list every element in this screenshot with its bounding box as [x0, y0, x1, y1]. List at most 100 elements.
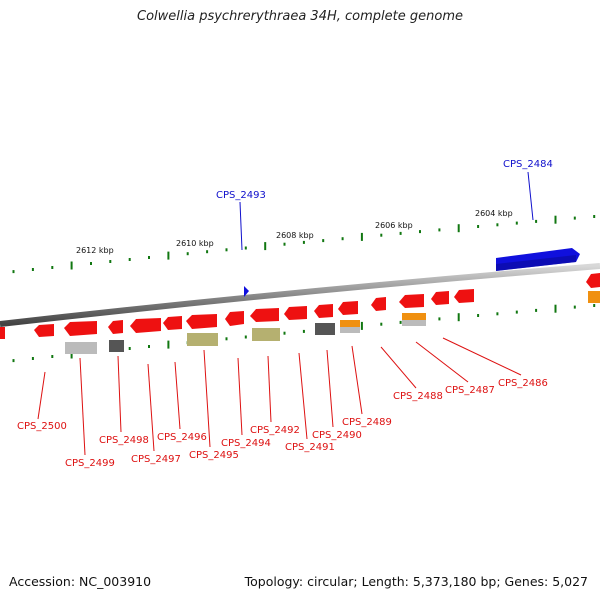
connector-cps-2499	[79, 357, 86, 456]
connector-cps-2484	[527, 171, 534, 221]
scale-label-2608: 2608 kbp	[276, 231, 314, 240]
scale-bottom-tick	[438, 317, 441, 321]
scale-top-tick	[419, 230, 421, 234]
scale-bottom-tick	[535, 308, 538, 312]
feature-orange-3[interactable]	[588, 291, 600, 303]
scale-top-tick	[535, 219, 538, 223]
scale-top-tick	[283, 242, 286, 246]
reverse-gene-track	[0, 273, 600, 339]
scale-label-2606: 2606 kbp	[375, 221, 413, 230]
scale-bottom-tick	[167, 340, 170, 349]
gene-edge-right[interactable]	[586, 273, 600, 288]
label-cps-2490[interactable]: CPS_2490	[312, 430, 362, 441]
scale-top-tick	[206, 250, 209, 254]
scale-top-tick	[12, 270, 15, 274]
scale-top-tick	[51, 266, 54, 269]
label-cps-2487[interactable]: CPS_2487	[445, 385, 495, 396]
accession-text: Accession: NC_003910	[9, 574, 152, 589]
scale-bottom-tick	[360, 321, 363, 330]
connector-cps-2492	[267, 355, 272, 423]
connector-cps-2490	[326, 349, 334, 428]
gene-cps-2497[interactable]	[130, 318, 161, 333]
gene-cps-2495[interactable]	[186, 314, 217, 329]
scale-top-tick	[225, 248, 228, 252]
label-cps-2497[interactable]: CPS_2497	[131, 454, 181, 465]
gene-cps-2494[interactable]	[225, 311, 244, 326]
scale-top-tick	[148, 256, 150, 259]
feature-track	[65, 291, 600, 354]
gene-edge-left[interactable]	[0, 327, 5, 339]
scale-bottom-tick	[70, 350, 73, 359]
scale-top-tick	[457, 224, 460, 233]
scale-bottom-tick	[477, 314, 480, 317]
feature-khaki-2[interactable]	[252, 328, 280, 341]
gene-cps-2490[interactable]	[314, 304, 333, 318]
label-cps-2496[interactable]: CPS_2496	[157, 432, 207, 443]
label-cps-2491[interactable]: CPS_2491	[285, 442, 335, 453]
scale-bottom-tick	[148, 345, 150, 348]
scale-bottom-tick	[399, 320, 402, 324]
gene-cps-2499[interactable]	[64, 321, 97, 336]
scale-top-tick	[477, 225, 480, 228]
feature-khaki-1[interactable]	[187, 333, 218, 346]
scale-top-tick	[380, 233, 383, 237]
bottom-gene-labels: CPS_2500 CPS_2499 CPS_2498 CPS_2497 CPS_…	[17, 378, 548, 469]
feature-light-gray-2[interactable]	[340, 327, 360, 333]
gene-cps-2492[interactable]	[250, 308, 279, 322]
gene-cps-2486[interactable]	[454, 289, 474, 303]
scale-top-tick	[554, 215, 557, 224]
scale-top-tick	[515, 221, 518, 225]
label-cps-2492[interactable]: CPS_2492	[250, 425, 300, 436]
label-cps-2499[interactable]: CPS_2499	[65, 458, 115, 469]
connector-cps-2486	[442, 337, 522, 376]
connector-cps-2496	[174, 361, 181, 430]
label-cps-2495[interactable]: CPS_2495	[189, 450, 239, 461]
map-title: Colwellia psychrerythraea 34H, complete …	[137, 9, 463, 24]
label-cps-2494[interactable]: CPS_2494	[221, 438, 271, 449]
feature-orange-2[interactable]	[402, 313, 426, 320]
genome-backbone	[0, 263, 600, 327]
gene-cps-2493[interactable]	[244, 286, 249, 297]
scale-top-tick	[496, 223, 499, 227]
feature-light-gray-3[interactable]	[402, 320, 426, 326]
gene-cps-2500[interactable]	[34, 324, 54, 337]
scale-bottom-tick	[457, 313, 460, 322]
label-cps-2489[interactable]: CPS_2489	[342, 417, 392, 428]
gene-cps-2487-b[interactable]	[431, 291, 449, 305]
gene-cps-2496[interactable]	[163, 316, 182, 330]
gene-cps-2491[interactable]	[284, 306, 307, 320]
scale-label-2604: 2604 kbp	[475, 209, 513, 218]
scale-top-tick	[322, 239, 325, 243]
connector-cps-2497	[147, 363, 155, 452]
label-cps-2488[interactable]: CPS_2488	[393, 391, 443, 402]
scale-top-tick	[573, 216, 576, 220]
connector-cps-2495	[203, 349, 211, 448]
gene-cps-2488[interactable]	[371, 297, 386, 311]
gene-cps-2489[interactable]	[338, 301, 358, 315]
feature-dark-gray-1[interactable]	[109, 340, 124, 352]
scale-top-tick	[128, 258, 131, 261]
gene-cps-2484[interactable]	[496, 248, 580, 271]
gene-cps-2498[interactable]	[108, 320, 123, 334]
scale-label-2610: 2610 kbp	[176, 239, 214, 248]
connector-cps-2494	[237, 357, 243, 436]
label-cps-2493[interactable]: CPS_2493	[216, 190, 266, 201]
label-cps-2500[interactable]: CPS_2500	[17, 421, 67, 432]
scale-bottom-tick	[128, 347, 131, 350]
scale-bottom-tick	[593, 304, 596, 307]
label-cps-2486[interactable]: CPS_2486	[498, 378, 548, 389]
feature-orange-1[interactable]	[340, 320, 360, 327]
label-cps-2498[interactable]: CPS_2498	[99, 435, 149, 446]
gene-cps-2487-a[interactable]	[399, 294, 424, 308]
feature-dark-gray-2[interactable]	[315, 323, 335, 335]
scale-bottom-tick	[225, 337, 228, 341]
genome-summary: Topology: circular; Length: 5,373,180 bp…	[244, 574, 588, 589]
scale-bottom-tick	[554, 304, 557, 313]
scale-bottom-tick	[244, 335, 247, 339]
label-cps-2484[interactable]: CPS_2484	[503, 159, 553, 170]
scale-bottom-tick	[283, 331, 286, 335]
scale-bottom-tick	[496, 312, 499, 316]
scale-bottom-tick	[51, 355, 54, 358]
scale-top-tick	[264, 242, 267, 251]
feature-light-gray-1[interactable]	[65, 342, 97, 354]
